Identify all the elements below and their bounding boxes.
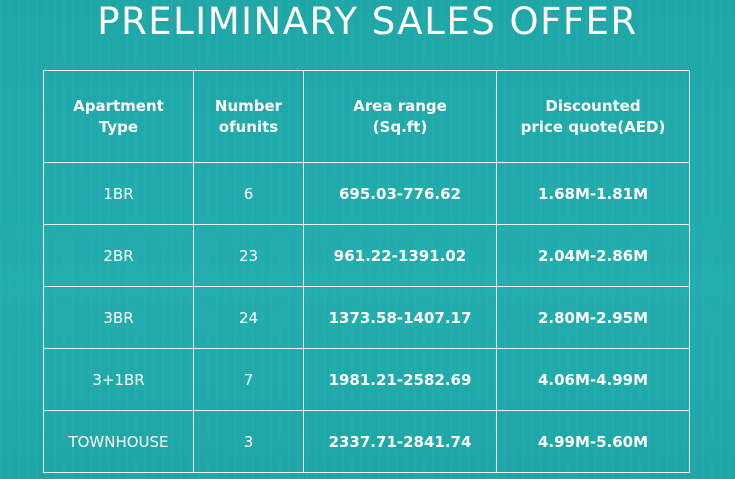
- table-row: TOWNHOUSE 3 2337.71-2841.74 4.99M-5.60M: [43, 410, 690, 473]
- cell-price: 2.80M-2.95M: [496, 286, 690, 349]
- header-area-range: Area range (Sq.ft): [303, 70, 497, 163]
- table-row: 1BR 6 695.03-776.62 1.68M-1.81M: [43, 162, 690, 225]
- cell-apartment-type: 1BR: [43, 162, 194, 225]
- header-apartment-type-line1: Apartment: [73, 96, 164, 115]
- cell-apartment-type: 3+1BR: [43, 348, 194, 411]
- table-row: 3+1BR 7 1981.21-2582.69 4.06M-4.99M: [43, 348, 690, 411]
- cell-units: 24: [193, 286, 304, 349]
- page-title: PRELIMINARY SALES OFFER: [97, 0, 638, 43]
- cell-apartment-type: TOWNHOUSE: [43, 410, 194, 473]
- header-area-range-line2: (Sq.ft): [372, 117, 428, 136]
- cell-area-range: 2337.71-2841.74: [303, 410, 497, 473]
- cell-area-range: 961.22-1391.02: [303, 224, 497, 287]
- cell-units: 23: [193, 224, 304, 287]
- table-row: 3BR 24 1373.58-1407.17 2.80M-2.95M: [43, 286, 690, 349]
- cell-area-range: 1373.58-1407.17: [303, 286, 497, 349]
- cell-price: 4.99M-5.60M: [496, 410, 690, 473]
- cell-apartment-type: 3BR: [43, 286, 194, 349]
- header-number-of-units-line1: Number: [214, 96, 283, 115]
- cell-units: 6: [193, 162, 304, 225]
- header-number-of-units: Number ofunits: [193, 70, 304, 163]
- header-apartment-type-line2: Type: [98, 117, 139, 136]
- cell-area-range: 695.03-776.62: [303, 162, 497, 225]
- cell-area-range: 1981.21-2582.69: [303, 348, 497, 411]
- sales-offer-table: Apartment Type Number ofunits Area range…: [43, 70, 690, 473]
- cell-price: 4.06M-4.99M: [496, 348, 690, 411]
- header-apartment-type: Apartment Type: [43, 70, 194, 163]
- header-discounted-price-line2: price quote(AED): [520, 117, 666, 136]
- header-area-range-line1: Area range: [353, 96, 447, 115]
- cell-price: 1.68M-1.81M: [496, 162, 690, 225]
- header-discounted-price-line1: Discounted: [545, 96, 641, 115]
- cell-units: 7: [193, 348, 304, 411]
- table-header-row: Apartment Type Number ofunits Area range…: [43, 70, 690, 163]
- cell-price: 2.04M-2.86M: [496, 224, 690, 287]
- cell-apartment-type: 2BR: [43, 224, 194, 287]
- header-discounted-price: Discounted price quote(AED): [496, 70, 690, 163]
- table-row: 2BR 23 961.22-1391.02 2.04M-2.86M: [43, 224, 690, 287]
- header-number-of-units-line2: ofunits: [218, 117, 279, 136]
- cell-units: 3: [193, 410, 304, 473]
